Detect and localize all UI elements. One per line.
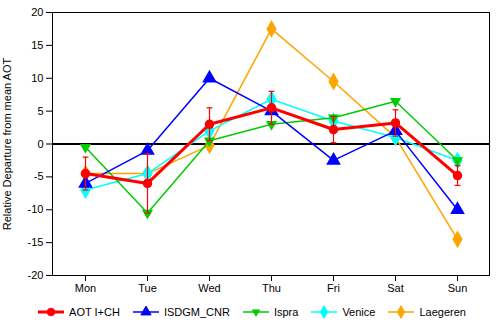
svg-text:-15: -15	[28, 236, 44, 248]
svg-text:20: 20	[31, 6, 43, 18]
html-text:Laegeren: Laegeren	[419, 306, 466, 318]
html-text:AOT I+CH: AOT I+CH	[69, 306, 120, 318]
svg-text:Tue: Tue	[138, 282, 157, 294]
html-text:ISDGM_CNR: ISDGM_CNR	[163, 306, 230, 318]
svg-text:-5: -5	[34, 170, 44, 182]
svg-text:Fri: Fri	[327, 282, 340, 294]
svg-text:Sun: Sun	[448, 282, 468, 294]
svg-text:Relative Departure from mean A: Relative Departure from mean AOT	[1, 58, 13, 231]
svg-text:Thu: Thu	[262, 282, 281, 294]
svg-text:0: 0	[37, 138, 43, 150]
html-text:Venice: Venice	[342, 306, 376, 318]
svg-text:-20: -20	[28, 269, 44, 281]
svg-text:15: 15	[31, 39, 43, 51]
svg-text:Sat: Sat	[387, 282, 404, 294]
html-text:Ispra: Ispra	[273, 306, 299, 318]
svg-text:10: 10	[31, 72, 43, 84]
svg-text:Wed: Wed	[198, 282, 220, 294]
svg-text:-10: -10	[28, 203, 44, 215]
svg-text:5: 5	[37, 105, 43, 117]
svg-text:Mon: Mon	[75, 282, 96, 294]
